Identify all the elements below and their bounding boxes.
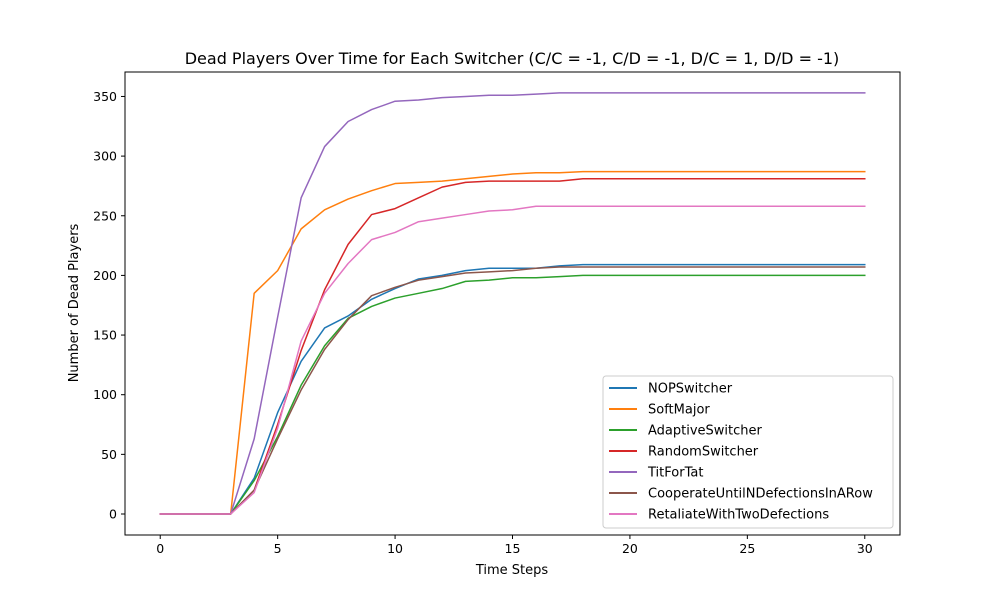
legend-label-nopswitcher: NOPSwitcher	[648, 382, 733, 397]
series-lines	[159, 92, 866, 515]
series-line-cooperate-until-ndefections-in-arow	[159, 266, 866, 515]
legend-label-random-switcher: RandomSwitcher	[648, 445, 759, 460]
legend-label-retaliate-with-two-defections: RetaliateWithTwoDefections	[648, 508, 829, 523]
series-line-nopswitcher	[159, 263, 866, 515]
y-tick-label: 100	[93, 387, 117, 402]
series-line-random-switcher	[159, 178, 866, 515]
y-tick-label: 150	[93, 328, 117, 343]
x-axis-ticks: 0 5 10 15 20 25 30	[156, 535, 873, 556]
x-axis-label: Time Steps	[475, 563, 549, 578]
series-line-tit-for-tat	[159, 92, 866, 515]
y-tick-label: 50	[101, 447, 117, 462]
y-tick-label: 350	[93, 89, 117, 104]
x-tick-label: 25	[739, 541, 755, 556]
y-tick-label: 0	[109, 507, 117, 522]
x-tick-label: 0	[156, 541, 164, 556]
legend-label-cooperate-until-ndefections-in-arow: CooperateUntilNDefectionsInARow	[648, 487, 873, 502]
legend-label-soft-major: SoftMajor	[648, 403, 710, 418]
series-line-soft-major	[159, 170, 866, 515]
y-tick-label: 200	[93, 268, 117, 283]
x-tick-label: 20	[622, 541, 638, 556]
y-tick-label: 300	[93, 149, 117, 164]
y-axis-ticks: 0 50 100 150 200 250 300 350	[93, 89, 125, 522]
x-tick-label: 15	[505, 541, 521, 556]
x-tick-label: 10	[387, 541, 403, 556]
x-tick-label: 5	[274, 541, 282, 556]
legend-box	[602, 375, 894, 529]
y-axis-label: Number of Dead Players	[67, 223, 82, 382]
legend: NOPSwitcher SoftMajor AdaptiveSwitcher Rand…	[602, 375, 894, 529]
series-line-adaptive-switcher	[159, 274, 866, 515]
series-line-retaliate-with-two-defections	[159, 205, 866, 515]
y-tick-label: 250	[93, 208, 117, 223]
legend-label-adaptive-switcher: AdaptiveSwitcher	[648, 424, 763, 439]
chart-title: Dead Players Over Time for Each Switcher…	[185, 49, 840, 68]
x-tick-label: 30	[857, 541, 873, 556]
legend-label-tit-for-tat: TitForTat	[647, 466, 703, 481]
